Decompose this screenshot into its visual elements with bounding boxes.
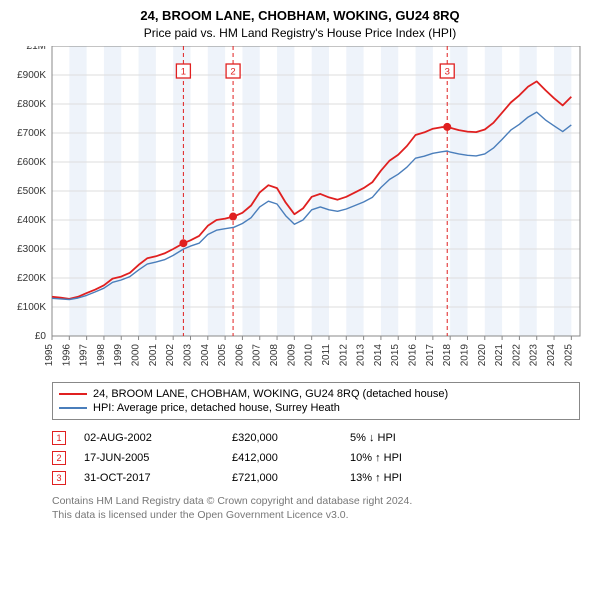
chart-svg: £0 £100K £200K £300K £400K £500K £600K £700K £80… [10, 46, 588, 376]
svg-text:2024: 2024 [546, 344, 557, 367]
svg-text:£200K: £200K [17, 273, 46, 284]
sale-price: £721,000 [232, 472, 332, 484]
sale-date: 17-JUN-2005 [84, 452, 214, 464]
svg-text:2022: 2022 [511, 344, 522, 367]
chart-container: 24, BROOM LANE, CHOBHAM, WOKING, GU24 8R… [0, 0, 600, 530]
svg-text:2019: 2019 [459, 344, 470, 367]
sale-date: 31-OCT-2017 [84, 472, 214, 484]
svg-text:2014: 2014 [373, 344, 384, 367]
svg-text:£700K: £700K [17, 128, 46, 139]
legend-swatch [59, 393, 87, 395]
svg-text:2005: 2005 [217, 344, 228, 367]
svg-text:2016: 2016 [408, 344, 419, 367]
svg-text:2010: 2010 [304, 344, 315, 367]
svg-text:£300K: £300K [17, 244, 46, 255]
svg-text:2006: 2006 [234, 344, 245, 367]
sales-table: 1 02-AUG-2002 £320,000 5% ↓ HPI 2 17-JUN-2005… [52, 428, 580, 488]
legend-label: 24, BROOM LANE, CHOBHAM, WOKING, GU24 8R… [93, 388, 448, 400]
legend: 24, BROOM LANE, CHOBHAM, WOKING, GU24 8R… [52, 382, 580, 420]
svg-text:2003: 2003 [182, 344, 193, 367]
svg-text:1995: 1995 [44, 344, 55, 367]
svg-text:£0: £0 [35, 331, 47, 342]
svg-text:1: 1 [181, 67, 186, 78]
sale-price: £320,000 [232, 432, 332, 444]
legend-item: HPI: Average price, detached house, Surr… [59, 401, 573, 415]
svg-text:2004: 2004 [200, 344, 211, 367]
svg-text:£500K: £500K [17, 186, 46, 197]
svg-text:1998: 1998 [96, 344, 107, 367]
legend-label: HPI: Average price, detached house, Surr… [93, 402, 340, 414]
svg-text:£100K: £100K [17, 302, 46, 313]
svg-text:2009: 2009 [286, 344, 297, 367]
svg-text:2015: 2015 [390, 344, 401, 367]
sale-marker-icon: 1 [52, 431, 66, 445]
svg-text:2013: 2013 [356, 344, 367, 367]
svg-text:2007: 2007 [252, 344, 263, 367]
svg-text:£400K: £400K [17, 215, 46, 226]
svg-text:2: 2 [230, 67, 235, 78]
sale-delta: 13% ↑ HPI [350, 472, 440, 484]
svg-text:£1M: £1M [27, 46, 46, 52]
svg-text:2008: 2008 [269, 344, 280, 367]
svg-text:2020: 2020 [477, 344, 488, 367]
legend-swatch [59, 407, 87, 409]
svg-text:1996: 1996 [61, 344, 72, 367]
svg-text:1999: 1999 [113, 344, 124, 367]
svg-text:1997: 1997 [79, 344, 90, 367]
chart-title: 24, BROOM LANE, CHOBHAM, WOKING, GU24 8R… [10, 8, 590, 23]
sale-date: 02-AUG-2002 [84, 432, 214, 444]
svg-text:2001: 2001 [148, 344, 159, 367]
footer-line-2: This data is licensed under the Open Gov… [52, 508, 580, 522]
sale-row: 3 31-OCT-2017 £721,000 13% ↑ HPI [52, 468, 580, 488]
svg-text:2012: 2012 [338, 344, 349, 367]
svg-text:£600K: £600K [17, 157, 46, 168]
footer-attribution: Contains HM Land Registry data © Crown c… [52, 494, 580, 522]
sale-delta: 5% ↓ HPI [350, 432, 440, 444]
legend-item: 24, BROOM LANE, CHOBHAM, WOKING, GU24 8R… [59, 387, 573, 401]
chart-plot-area: £0 £100K £200K £300K £400K £500K £600K £700K £80… [10, 46, 588, 376]
sale-marker-icon: 2 [52, 451, 66, 465]
svg-text:2011: 2011 [321, 344, 332, 366]
sale-price: £412,000 [232, 452, 332, 464]
svg-text:2023: 2023 [529, 344, 540, 367]
sale-row: 2 17-JUN-2005 £412,000 10% ↑ HPI [52, 448, 580, 468]
sale-delta: 10% ↑ HPI [350, 452, 440, 464]
sale-marker-icon: 3 [52, 471, 66, 485]
chart-subtitle: Price paid vs. HM Land Registry's House … [10, 26, 590, 40]
svg-text:2017: 2017 [425, 344, 436, 367]
sale-row: 1 02-AUG-2002 £320,000 5% ↓ HPI [52, 428, 580, 448]
svg-text:£800K: £800K [17, 99, 46, 110]
svg-text:2025: 2025 [563, 344, 574, 367]
svg-text:3: 3 [445, 67, 450, 78]
svg-text:2021: 2021 [494, 344, 505, 367]
svg-text:2000: 2000 [131, 344, 142, 367]
svg-text:2018: 2018 [442, 344, 453, 367]
footer-line-1: Contains HM Land Registry data © Crown c… [52, 494, 580, 508]
svg-text:£900K: £900K [17, 70, 46, 81]
svg-text:2002: 2002 [165, 344, 176, 367]
